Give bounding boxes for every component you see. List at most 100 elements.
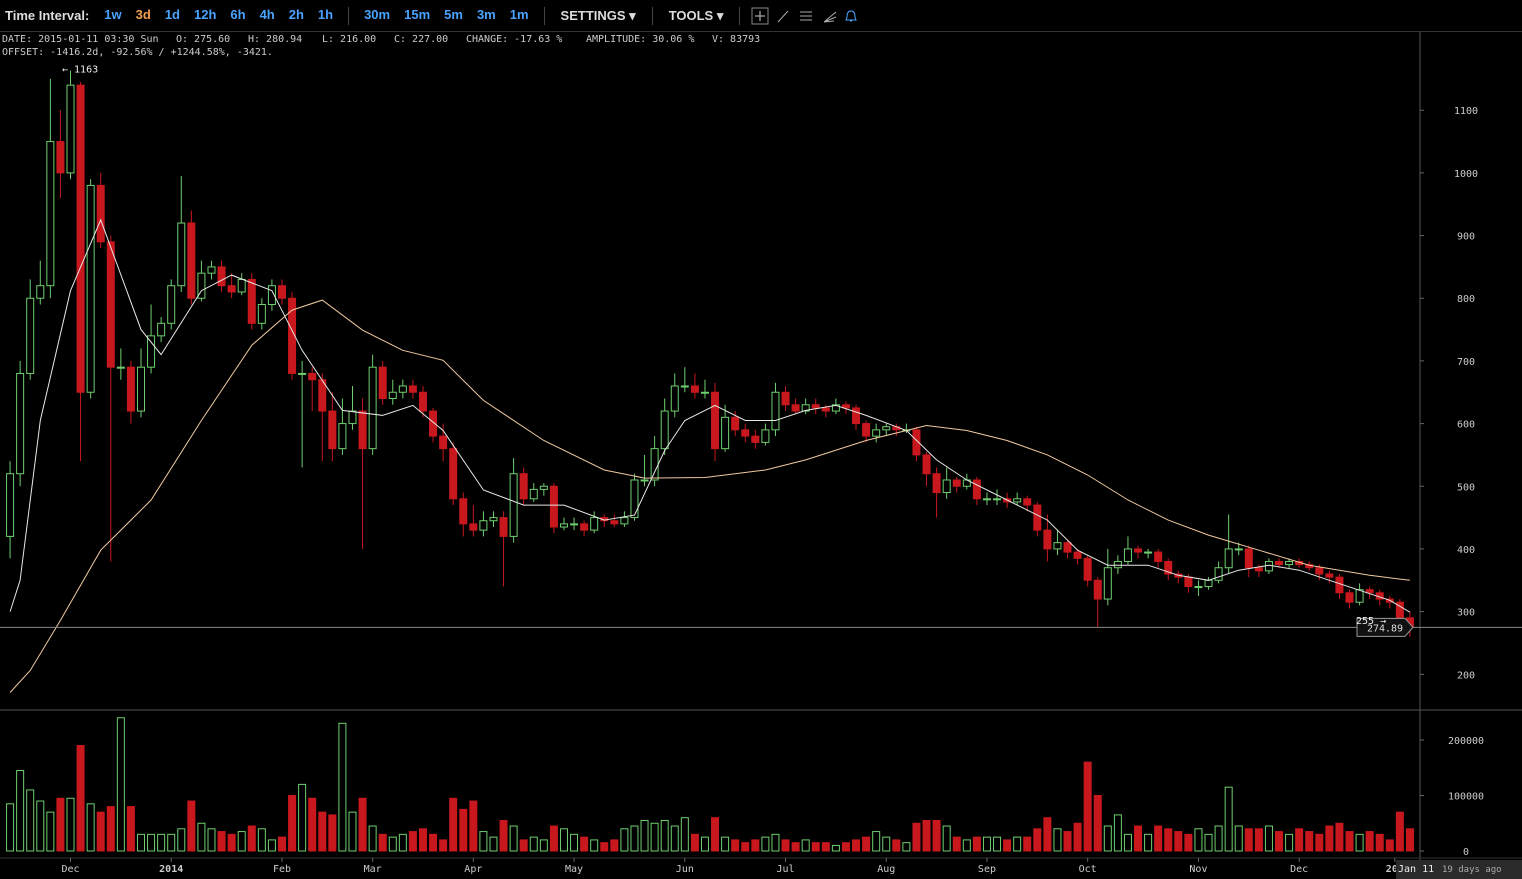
interval-button[interactable]: 4h bbox=[259, 6, 275, 22]
candle-body bbox=[16, 372, 25, 475]
candle-body bbox=[831, 404, 840, 412]
settings-text: SETTINGS bbox=[560, 7, 626, 23]
candle-body bbox=[821, 407, 830, 412]
cursor-box bbox=[1396, 860, 1522, 879]
interval-button[interactable]: 3m bbox=[476, 6, 496, 22]
line-tool[interactable] bbox=[778, 10, 789, 22]
interval-button[interactable]: 30m bbox=[364, 6, 391, 22]
volume-bar bbox=[1234, 825, 1243, 852]
volume-bar bbox=[1043, 817, 1052, 852]
volume-bar bbox=[1033, 828, 1042, 852]
volume-bar bbox=[479, 831, 488, 852]
interval-button[interactable]: 6h bbox=[230, 6, 246, 22]
candle-body bbox=[519, 473, 528, 500]
candle-body bbox=[771, 391, 780, 431]
volume-bar bbox=[66, 797, 75, 852]
interval-button[interactable]: 1d bbox=[164, 6, 180, 22]
candle-body bbox=[791, 404, 800, 412]
candle-body bbox=[972, 479, 981, 500]
volume-bar bbox=[1144, 833, 1153, 852]
volume-bar bbox=[549, 825, 558, 852]
candle-body bbox=[76, 84, 85, 393]
interval-button[interactable]: 15m bbox=[404, 6, 431, 22]
volume-bar bbox=[811, 842, 820, 852]
candle-body bbox=[872, 429, 881, 437]
volume-bar bbox=[348, 811, 357, 852]
interval-button[interactable]: 3d bbox=[135, 6, 151, 22]
interval-button[interactable]: 2h bbox=[288, 6, 304, 22]
settings-menu[interactable]: SETTINGS ▾ bbox=[560, 7, 636, 23]
volume-bar bbox=[1285, 833, 1294, 852]
hline-tool[interactable] bbox=[800, 11, 813, 20]
volume-bar bbox=[1053, 828, 1062, 852]
volume-bar bbox=[580, 836, 589, 852]
volume-bar bbox=[1325, 825, 1334, 852]
candle-body bbox=[398, 385, 407, 393]
volume-bar bbox=[922, 819, 931, 852]
interval-button[interactable]: 12h bbox=[193, 6, 217, 22]
info-field: AMPLITUDE: 30.06 % bbox=[586, 34, 694, 45]
candle-body bbox=[912, 429, 921, 456]
volume-bar bbox=[932, 819, 941, 852]
y-tick-label: 1000 bbox=[1454, 169, 1478, 180]
candle-body bbox=[96, 184, 105, 243]
candle-body bbox=[801, 404, 810, 412]
candle-body bbox=[1325, 573, 1334, 578]
crosshair-tool[interactable] bbox=[751, 7, 769, 24]
interval-button[interactable]: 5m bbox=[444, 6, 463, 22]
candle-body bbox=[499, 517, 508, 537]
x-tick-label: Apr bbox=[464, 864, 482, 875]
volume-bar bbox=[1305, 831, 1314, 852]
candle-body bbox=[26, 297, 35, 374]
interval-button[interactable]: 1m bbox=[509, 6, 529, 22]
x-tick-label: May bbox=[565, 864, 583, 875]
toolbar: Time Interval: 1w 3d 1d 12h 6h 4h 2h 1h 30m 15m 5m… bbox=[0, 0, 1522, 32]
volume-bar bbox=[36, 800, 45, 852]
interval-button[interactable]: 1h bbox=[317, 6, 334, 22]
volume-bar bbox=[862, 836, 871, 852]
volume-bar bbox=[1123, 833, 1132, 852]
alert-tool[interactable] bbox=[845, 9, 858, 21]
info-field: DATE: 2015-01-11 03:30 Sun bbox=[2, 34, 159, 45]
candle-body bbox=[721, 416, 730, 450]
candle-body bbox=[1224, 548, 1233, 569]
volume-bar bbox=[1073, 822, 1082, 852]
interval-button[interactable]: 1w bbox=[104, 6, 122, 22]
volume-bar bbox=[1275, 831, 1284, 852]
candle-body bbox=[811, 404, 820, 409]
candle-body bbox=[157, 322, 166, 337]
volume-bar bbox=[972, 836, 981, 852]
candle-body bbox=[167, 285, 176, 324]
candle-body bbox=[429, 410, 438, 437]
candle-body bbox=[761, 429, 770, 443]
volume-bar bbox=[741, 842, 750, 852]
volume-bar bbox=[519, 839, 528, 852]
candle-body bbox=[630, 479, 639, 519]
candle-body bbox=[1244, 548, 1253, 569]
candle-body bbox=[207, 266, 216, 274]
fan-tool[interactable] bbox=[824, 11, 837, 22]
candle-body bbox=[308, 372, 317, 381]
volume-bar bbox=[962, 839, 971, 852]
volume-bar bbox=[56, 797, 65, 852]
last-price-label: 274.89 bbox=[1367, 623, 1403, 634]
volume-bar bbox=[872, 831, 881, 852]
candle-body bbox=[469, 523, 478, 531]
candle-body bbox=[1073, 551, 1082, 559]
candle-body bbox=[1063, 542, 1072, 553]
candle-body bbox=[1275, 560, 1284, 566]
candle-body bbox=[590, 517, 599, 531]
candle-body bbox=[46, 141, 55, 287]
volume-bar bbox=[529, 836, 538, 852]
tools-menu[interactable]: TOOLS ▾ bbox=[668, 7, 724, 23]
x-tick-label: Jun bbox=[676, 864, 694, 875]
candle-body bbox=[1134, 548, 1143, 553]
volume-bar bbox=[680, 817, 689, 852]
candle-body bbox=[106, 241, 115, 368]
candle-body bbox=[1113, 560, 1122, 569]
candle-body bbox=[559, 523, 568, 528]
candle-body bbox=[1285, 560, 1294, 566]
volume-bar bbox=[227, 833, 236, 852]
volume-bar bbox=[993, 836, 1002, 852]
